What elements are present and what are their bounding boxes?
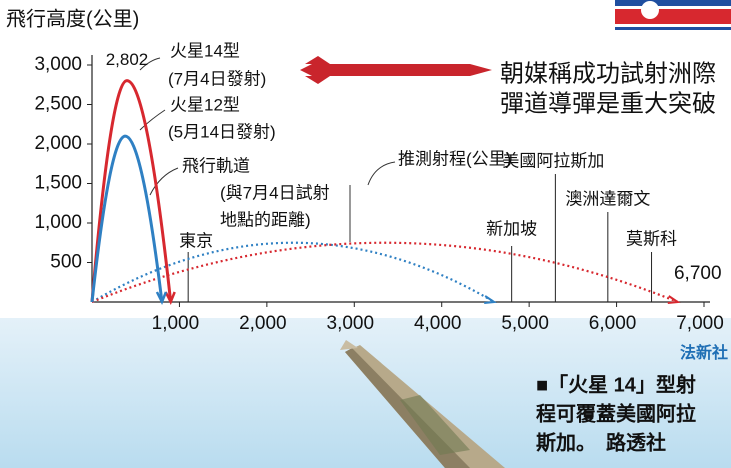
- value-label: 2,802: [106, 50, 149, 69]
- city-label: 東京: [179, 231, 213, 250]
- headline: 朝媒稱成功試射洲際: [500, 60, 716, 87]
- range-label: 推測射程(公里): [398, 149, 511, 168]
- y-tick-label: 1,500: [34, 173, 82, 194]
- y-tick-label: 500: [50, 252, 82, 273]
- city-label: 莫斯科: [626, 229, 677, 248]
- y-tick-label: 1,000: [34, 212, 82, 233]
- city-label: 美國阿拉斯加: [502, 151, 604, 170]
- headline: 彈道導彈是重大突破: [500, 90, 716, 117]
- caption: 斯加。 路透社: [536, 430, 666, 454]
- x-tick-label: 6,000: [589, 313, 637, 334]
- series-name: 火星12型: [170, 95, 240, 114]
- caption: 程可覆蓋美國阿拉: [536, 401, 696, 425]
- series-note: (7月4日發射): [168, 69, 266, 88]
- flag: [615, 0, 731, 30]
- x-tick-label: 5,000: [501, 313, 549, 334]
- chart: 飛行高度(公里) 朝媒稱成功試射洲際 彈道導彈是重大突破 法新社 ■「火星 14…: [0, 0, 731, 468]
- y-axis-title: 飛行高度(公里): [6, 7, 139, 30]
- x-tick-label: 7,000: [676, 313, 724, 334]
- path-label: 飛行軌道: [182, 156, 250, 175]
- path-label: (與7月4日試射: [220, 183, 330, 202]
- series-name: 火星14型: [170, 41, 240, 60]
- y-tick-label: 2,000: [34, 133, 82, 154]
- path-label: 地點的距離): [220, 210, 311, 229]
- y-tick-label: 2,500: [34, 94, 82, 115]
- city-label: 澳洲達爾文: [565, 189, 650, 208]
- x-tick-label: 1,000: [152, 313, 200, 334]
- range-value-label: 6,700: [674, 263, 722, 284]
- x-tick-label: 2,000: [239, 313, 287, 334]
- source: 法新社: [680, 343, 728, 362]
- city-label: 新加坡: [486, 219, 537, 238]
- x-tick-label: 4,000: [414, 313, 462, 334]
- series-note: (5月14日發射): [168, 122, 276, 141]
- x-tick-label: 3,000: [327, 313, 375, 334]
- caption: ■「火星 14」型射: [536, 372, 696, 396]
- y-tick-label: 3,000: [34, 54, 82, 75]
